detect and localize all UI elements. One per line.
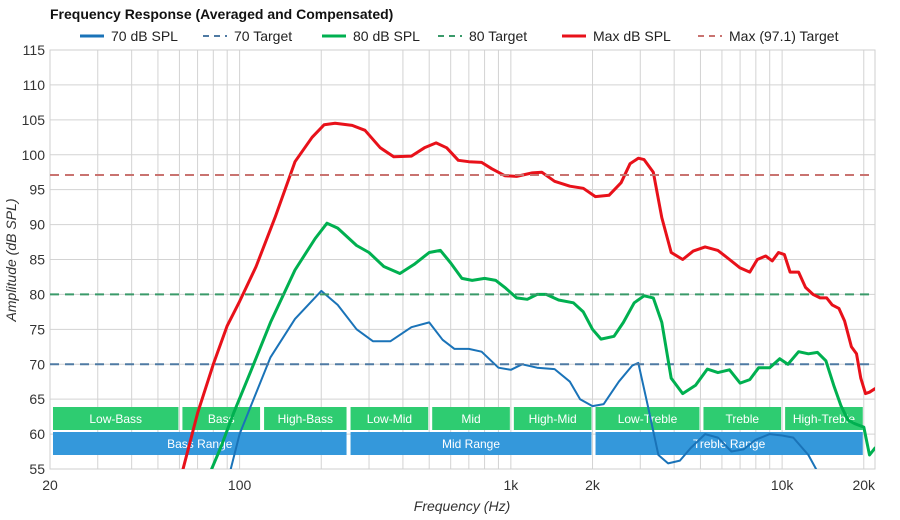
- series-line-max-db-spl: [181, 121, 875, 469]
- band-box: [53, 432, 347, 455]
- legend-item: 80 Target: [438, 28, 527, 44]
- band-box: [350, 432, 592, 455]
- y-tick-label: 60: [29, 426, 45, 442]
- band-low-treble: Low-Treble: [595, 407, 700, 430]
- frequency-bands: Low-Bass Bass High-Bass Low-Mid Mid High-Mid L…: [53, 407, 863, 455]
- band-label: Mid Range: [442, 437, 500, 451]
- legend-label: Max (97.1) Target: [729, 28, 839, 44]
- band-label: Low-Treble: [618, 412, 678, 426]
- band-treble: Treble: [703, 407, 782, 430]
- y-tick-label: 80: [29, 286, 45, 302]
- legend-label: Max dB SPL: [593, 28, 671, 44]
- x-tick-label: 100: [228, 477, 252, 493]
- y-tick-label: 105: [22, 112, 46, 128]
- series-line-80-db-spl: [210, 221, 875, 469]
- legend-label: 70 Target: [234, 28, 292, 44]
- band-mid: Mid: [432, 407, 510, 430]
- series-line-70-db-spl: [229, 289, 818, 469]
- y-tick-label: 95: [29, 182, 45, 198]
- legend-item: Max (97.1) Target: [698, 28, 839, 44]
- band-treble-range: Treble Range: [595, 432, 863, 455]
- y-tick-label: 65: [29, 391, 45, 407]
- y-tick-label: 70: [29, 356, 45, 372]
- x-tick-label: 20k: [852, 477, 876, 493]
- band-box: [703, 407, 782, 430]
- band-label: Bass Range: [167, 437, 233, 451]
- band-box: [53, 407, 179, 430]
- y-tick-label: 85: [29, 252, 45, 268]
- y-axis-label: Amplitude (dB SPL): [3, 199, 19, 323]
- band-label: Low-Bass: [89, 412, 142, 426]
- legend-item: Max dB SPL: [562, 28, 671, 44]
- band-box: [513, 407, 592, 430]
- band-high-treble: High-Treble: [785, 407, 863, 430]
- band-low-bass: Low-Bass: [53, 407, 179, 430]
- band-label: High-Bass: [278, 412, 333, 426]
- y-tick-label: 55: [29, 461, 45, 477]
- band-label: Mid: [461, 412, 480, 426]
- y-tick-label: 100: [22, 147, 46, 163]
- legend-label: 70 dB SPL: [111, 28, 178, 44]
- band-label: Bass: [208, 412, 235, 426]
- legend-label: 80 Target: [469, 28, 527, 44]
- legend-label: 80 dB SPL: [353, 28, 420, 44]
- band-high-mid: High-Mid: [513, 407, 592, 430]
- x-tick-label: 10k: [771, 477, 795, 493]
- y-tick-label: 110: [23, 77, 46, 93]
- legend-item: 70 Target: [203, 28, 292, 44]
- band-label: High-Treble: [793, 412, 856, 426]
- x-tick-label: 20: [42, 477, 58, 493]
- band-bass: Bass: [182, 407, 261, 430]
- plot-area: [50, 121, 875, 469]
- band-box: [182, 407, 261, 430]
- grid: [49, 49, 876, 470]
- legend: 70 dB SPL 70 Target 80 dB SPL 80 Target Max …: [80, 28, 839, 44]
- x-axis-label: Frequency (Hz): [414, 498, 510, 514]
- band-label: Treble: [725, 412, 759, 426]
- band-label: Treble Range: [693, 437, 766, 451]
- band-low-mid: Low-Mid: [350, 407, 429, 430]
- y-tick-label: 90: [29, 217, 45, 233]
- band-box: [595, 407, 700, 430]
- band-box: [350, 407, 429, 430]
- plot-frame: [49, 49, 876, 470]
- x-tick-label: 1k: [503, 477, 519, 493]
- band-box: [432, 407, 510, 430]
- y-tick-label: 75: [29, 321, 45, 337]
- chart-title: Frequency Response (Averaged and Compens…: [50, 6, 393, 22]
- band-mid-range: Mid Range: [350, 432, 592, 455]
- band-high-bass: High-Bass: [264, 407, 347, 430]
- band-label: High-Mid: [529, 412, 577, 426]
- legend-item: 80 dB SPL: [322, 28, 420, 44]
- axes: 55 60 65 70 75 80 85 90 95 100 105 110 115 20 100 1k 2k 1…: [22, 42, 876, 493]
- band-label: Low-Mid: [367, 412, 412, 426]
- band-box: [264, 407, 347, 430]
- y-tick-label: 115: [23, 42, 46, 58]
- legend-item: 70 dB SPL: [80, 28, 178, 44]
- x-tick-label: 2k: [585, 477, 601, 493]
- band-bass-range: Bass Range: [53, 432, 347, 455]
- band-box: [595, 432, 863, 455]
